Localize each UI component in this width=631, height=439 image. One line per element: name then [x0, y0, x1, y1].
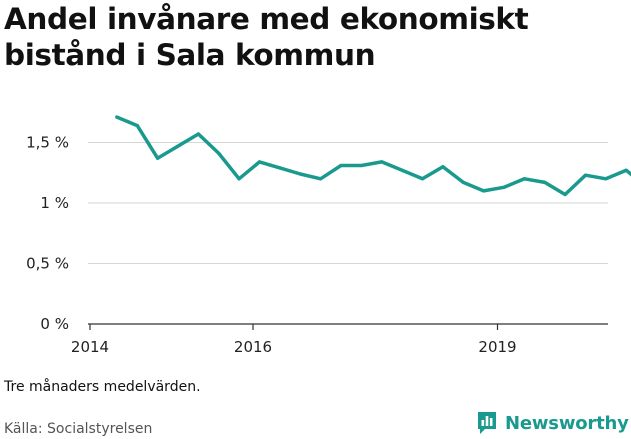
data-point	[298, 172, 302, 176]
data-point	[156, 156, 160, 160]
data-point	[624, 168, 628, 172]
x-tick-label: 2016	[234, 338, 272, 356]
data-point	[543, 180, 547, 184]
data-point	[176, 144, 180, 148]
data-point	[502, 185, 506, 189]
data-point	[461, 180, 465, 184]
data-point	[339, 163, 343, 168]
y-tick-label: 0,5 %	[26, 255, 69, 273]
data-point	[237, 177, 241, 181]
data-point	[441, 165, 445, 169]
data-point	[359, 163, 363, 168]
x-tick-label: 2019	[478, 338, 516, 356]
data-point	[604, 177, 608, 181]
data-point	[420, 177, 425, 181]
newsworthy-logo: Newsworthy	[476, 408, 629, 438]
data-point	[115, 115, 119, 119]
source-credit: Källa: Socialstyrelsen	[4, 421, 153, 437]
data-point	[196, 132, 200, 136]
y-tick-label: 0 %	[40, 315, 69, 333]
data-point	[400, 168, 404, 172]
gridlines	[88, 142, 608, 325]
brand-name: Newsworthy	[505, 412, 629, 434]
y-tick-label: 1,5 %	[26, 134, 69, 152]
series-line	[115, 115, 631, 197]
newsworthy-logo-icon	[478, 412, 496, 434]
data-point	[217, 151, 221, 155]
chart-note: Tre månaders medelvärden.	[4, 379, 201, 395]
data-point	[257, 160, 262, 164]
data-point	[522, 177, 527, 181]
data-point	[278, 166, 282, 170]
series	[115, 115, 631, 197]
y-axis: 0 % 0,5 % 1 % 1,5 %	[26, 134, 69, 334]
y-tick-label: 1 %	[40, 194, 69, 212]
data-point	[135, 124, 139, 128]
x-axis: 20142016201920212023	[71, 324, 517, 356]
chart-title: Andel invånare med ekonomiskt bistånd i …	[4, 2, 529, 72]
line-chart: 20142016201920212023 0 %0,5 %1 %1,5 %	[26, 115, 631, 356]
data-point	[380, 160, 384, 164]
data-point	[319, 177, 323, 181]
x-tick-label: 2014	[71, 338, 109, 356]
data-point	[563, 192, 567, 197]
data-point	[583, 173, 588, 177]
data-point	[482, 189, 486, 193]
